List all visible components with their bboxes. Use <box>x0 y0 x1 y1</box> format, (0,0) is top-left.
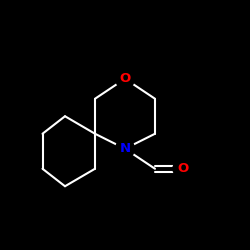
Circle shape <box>116 69 134 88</box>
Circle shape <box>116 139 134 158</box>
Text: N: N <box>120 142 130 155</box>
Text: O: O <box>177 162 188 175</box>
Circle shape <box>173 159 192 178</box>
Text: O: O <box>120 72 130 85</box>
